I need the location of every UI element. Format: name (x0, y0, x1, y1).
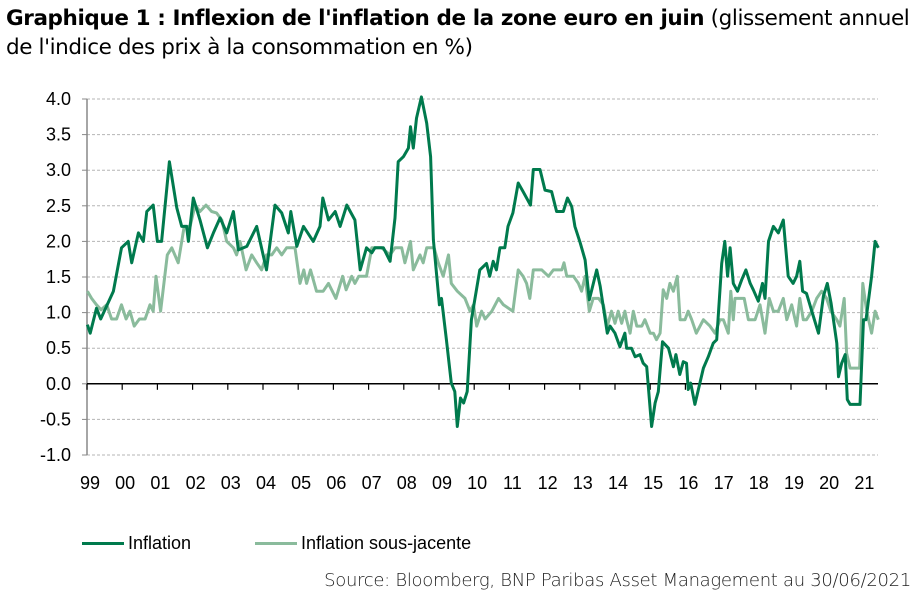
x-tick-label: 05 (291, 473, 311, 493)
legend-item-core-inflation: Inflation sous-jacente (255, 533, 471, 554)
y-tick-label: 2.0 (46, 231, 71, 251)
x-tick-label: 18 (749, 473, 769, 493)
chart-title-bold: Graphique 1 : Inflexion de l'inflation d… (6, 6, 705, 31)
x-tick-label: 11 (503, 473, 522, 493)
y-tick-label: 4.0 (46, 89, 71, 109)
gridlines (87, 98, 878, 456)
x-tick-label: 01 (150, 473, 170, 493)
x-tick-label: 09 (432, 473, 452, 493)
y-tick-label: 2.5 (46, 196, 71, 216)
legend-label-inflation: Inflation (128, 533, 192, 553)
chart-subtitle: (glissement annuel de l'indice des prix … (6, 6, 910, 60)
x-tick-label: 03 (221, 473, 241, 493)
x-tick-label: 06 (326, 473, 346, 493)
y-tick-label: -1.0 (40, 445, 71, 465)
x-tick-label: 21 (854, 473, 874, 493)
x-tick-label: 12 (538, 473, 558, 493)
x-tick-label: 13 (573, 473, 593, 493)
y-tick-label: 3.5 (46, 125, 71, 145)
x-tick-label: 02 (186, 473, 206, 493)
x-tick-label: 15 (643, 473, 663, 493)
x-tick-label: 04 (256, 473, 276, 493)
series-lines (85, 95, 880, 428)
x-tick-label: 16 (678, 473, 698, 493)
x-tick-label: 10 (467, 473, 487, 493)
y-tick-label: -0.5 (40, 409, 71, 429)
x-axis-ticks: 99 00 01 02 03 04 05 06 07 08 09 10 11 12 13 14 15 16 17 18… (80, 473, 874, 493)
x-tick-label: 14 (608, 473, 628, 493)
x-tick-label: 07 (362, 473, 382, 493)
y-tick-label: 1.5 (46, 267, 71, 287)
y-tick-label: 0.0 (46, 374, 71, 394)
y-tick-label: 1.0 (46, 303, 71, 323)
x-tick-label: 99 (80, 473, 100, 493)
source-note: Source: Bloomberg, BNP Paribas Asset Man… (324, 570, 911, 591)
legend-label-core-inflation: Inflation sous-jacente (301, 533, 472, 553)
x-tick-label: 19 (784, 473, 804, 493)
y-axis-ticks: 4.0 3.5 3.0 2.5 2.0 1.5 1.0 0.5 0.0 -0.5 -1.0 (40, 89, 71, 465)
x-tick-label: 08 (397, 473, 417, 493)
legend-item-inflation: Inflation (82, 533, 191, 554)
x-tick-label: 17 (714, 473, 734, 493)
x-tick-label: 00 (115, 473, 135, 493)
y-tick-label: 3.0 (46, 160, 71, 180)
axes (82, 98, 878, 456)
x-tick-label: 20 (819, 473, 839, 493)
chart-title: Graphique 1 : Inflexion de l'inflation d… (6, 4, 916, 62)
series-line-core-inflation (86, 203, 880, 370)
legend-swatch-inflation (82, 542, 124, 545)
y-tick-label: 0.5 (46, 338, 71, 358)
legend-swatch-core-inflation (255, 542, 297, 545)
series-line-inflation (85, 95, 880, 428)
